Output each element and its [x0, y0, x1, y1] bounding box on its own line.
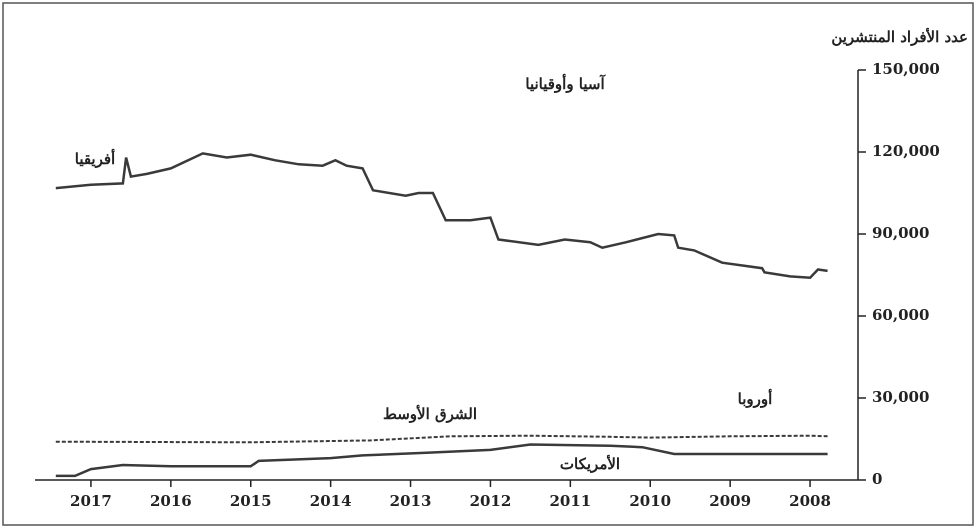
- annotation: أوروبا: [738, 388, 773, 408]
- y-axis-label: عدد الأفراد المنتشرين: [831, 27, 968, 46]
- annotation: آسيا وأوقيانيا: [525, 73, 606, 93]
- y-tick-label: 150,000: [872, 60, 940, 78]
- y-tick-label: 90,000: [872, 224, 929, 242]
- y-tick-label: 60,000: [872, 306, 929, 324]
- x-tick-label: 2011: [549, 492, 591, 510]
- line: [55, 152, 828, 279]
- x-tick-label: 2008: [789, 492, 831, 510]
- x-tick-label: 2015: [230, 492, 272, 510]
- series-label: الشرق الأوسط: [383, 404, 477, 423]
- x-tick-label: 2014: [310, 492, 352, 510]
- series-label: أفريقيا: [75, 148, 115, 168]
- series-label: الأمريكات: [560, 454, 620, 473]
- y-tick-label: 120,000: [872, 142, 940, 160]
- y-tick-label: 0: [872, 470, 882, 488]
- line: [55, 434, 828, 444]
- x-tick-label: 2017: [70, 492, 112, 510]
- y-tick-label: 30,000: [872, 388, 929, 406]
- x-tick-label: 2016: [150, 492, 192, 510]
- x-tick-label: 2013: [390, 492, 432, 510]
- x-tick-label: 2012: [470, 492, 512, 510]
- x-tick-label: 2009: [709, 492, 751, 510]
- x-tick-label: 2010: [629, 492, 671, 510]
- line: [55, 443, 828, 478]
